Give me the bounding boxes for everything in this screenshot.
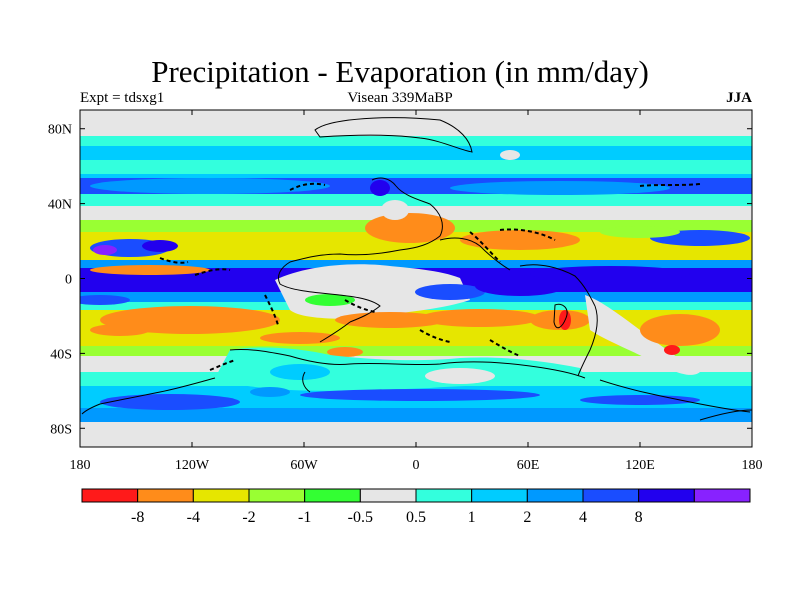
lat-label: 40N — [48, 198, 72, 213]
lat-label: 40S — [50, 347, 72, 362]
colorbar-label: 0.5 — [406, 509, 426, 526]
colorbar-swatch — [248, 488, 306, 503]
colorbar-swatch — [415, 488, 473, 503]
lon-label: 120E — [625, 458, 655, 473]
lon-label: 180 — [742, 458, 763, 473]
colorbar-label: -1 — [298, 509, 311, 526]
precip-evap-field — [80, 110, 752, 447]
colorbar-label: -8 — [131, 509, 144, 526]
colorbar-label: -0.5 — [348, 509, 373, 526]
map-title: Precipitation - Evaporation (in mm/day) — [151, 54, 649, 89]
season-label: JJA — [726, 90, 752, 106]
lat-label: 0 — [65, 273, 72, 288]
colorbar-label: 8 — [635, 509, 643, 526]
colorbar-swatch — [471, 488, 528, 503]
lon-label: 0 — [413, 458, 420, 473]
colorbar-swatch — [638, 488, 695, 503]
colorbar-swatch — [137, 488, 194, 503]
paleo-shoreline-dashes — [159, 182, 701, 371]
colorbar-swatch — [81, 488, 139, 503]
lon-label: 60E — [517, 458, 540, 473]
colorbar: -8 -4 -2 -1 -0.5 0.5 1 2 4 8 — [81, 488, 751, 526]
colorbar-label: 2 — [523, 509, 531, 526]
colorbar-swatch — [693, 488, 751, 503]
lon-label: 60W — [290, 458, 318, 473]
lat-label: 80S — [50, 422, 72, 437]
experiment-label: Expt = tdsxg1 — [80, 90, 165, 106]
colorbar-label: 1 — [468, 509, 476, 526]
colorbar-swatch — [192, 488, 250, 503]
colorbar-swatch — [304, 488, 361, 503]
lon-label: 120W — [175, 458, 210, 473]
colorbar-swatch — [582, 488, 640, 503]
lon-label: 180 — [70, 458, 91, 473]
colorbar-swatch — [359, 488, 417, 503]
colorbar-label: -2 — [242, 509, 255, 526]
colorbar-swatch — [526, 488, 584, 503]
coastline-lines — [81, 117, 752, 421]
map-axes: 80N 40N 0 40S 80S 180 120W 60W 0 60E 120E 180 — [48, 110, 763, 473]
lat-label: 80N — [48, 123, 72, 138]
colorbar-label: 4 — [579, 509, 587, 526]
period-label: Visean 339MaBP — [347, 90, 453, 106]
colorbar-label: -4 — [187, 509, 200, 526]
